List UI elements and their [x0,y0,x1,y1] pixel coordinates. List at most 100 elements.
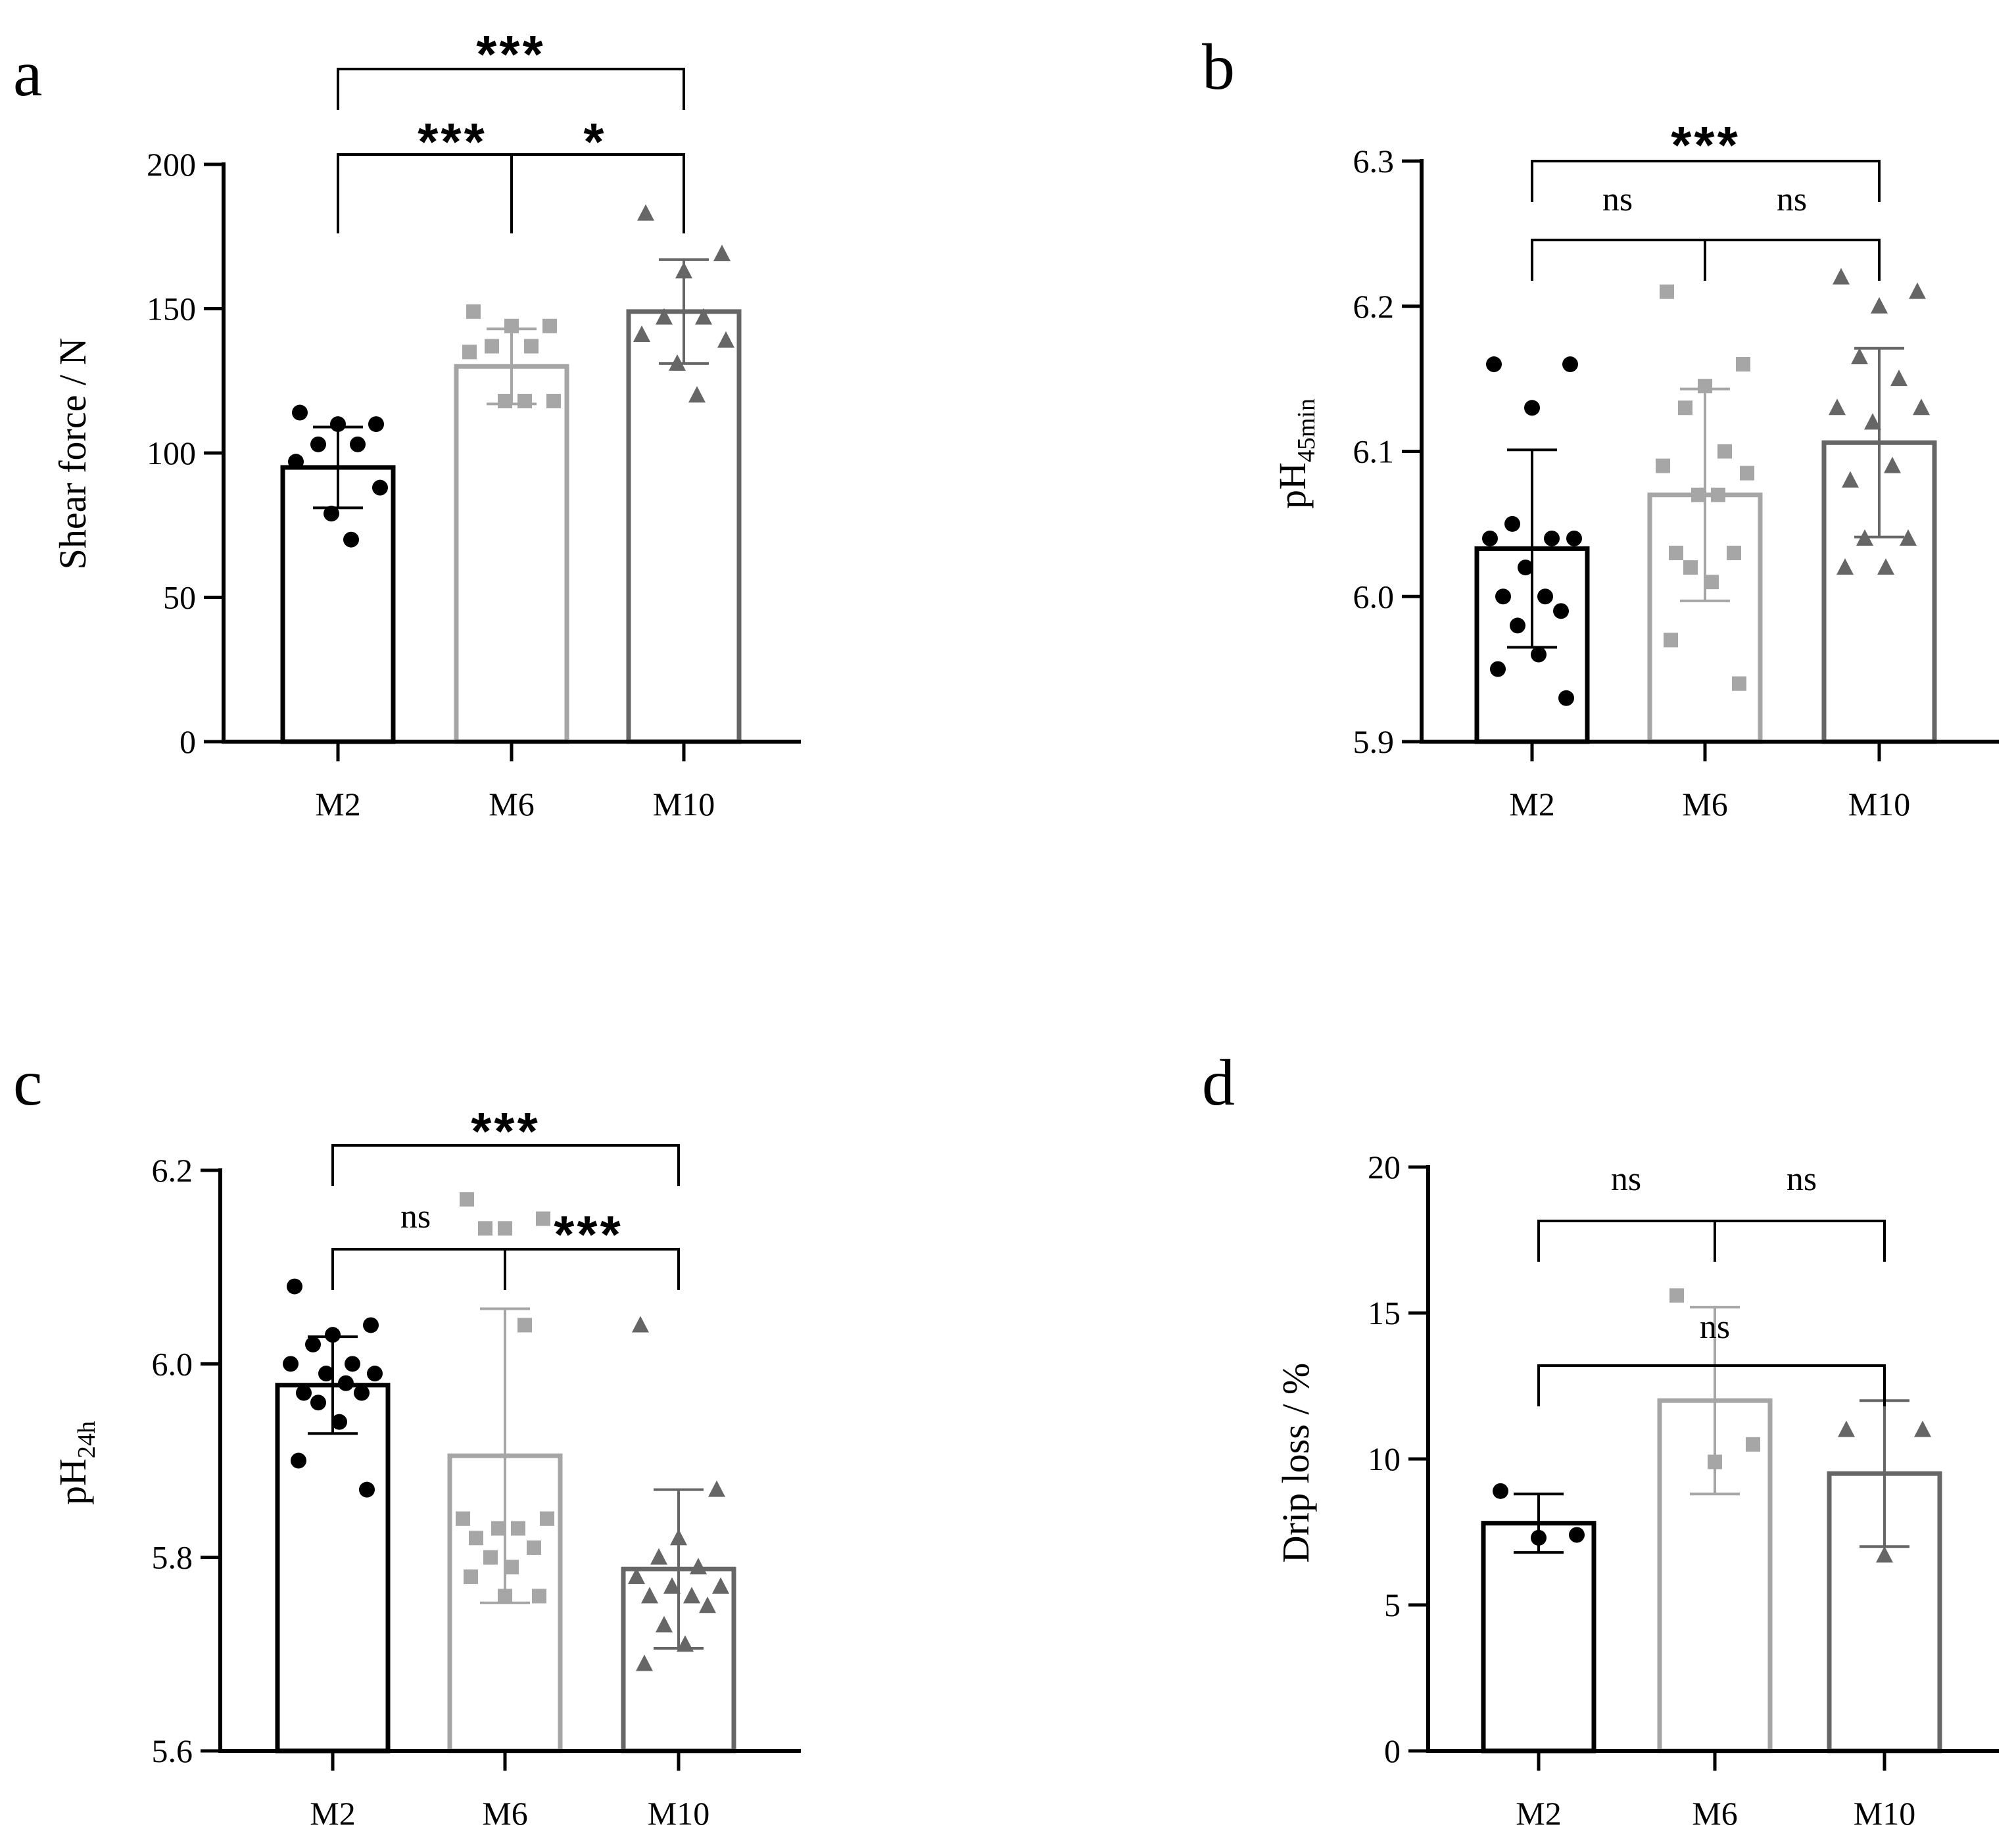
data-point-M10 [1876,1546,1893,1563]
data-point-M10 [699,1596,716,1613]
data-point-M2 [367,1366,383,1382]
data-point-M10 [670,1529,687,1546]
data-point-M2 [354,1385,370,1401]
x-tick-label: M2 [315,786,360,823]
data-point-M2 [324,506,339,522]
panel-label: b [1202,30,1235,103]
data-point-M6 [546,393,561,408]
data-point-M10 [632,1316,649,1333]
data-point-M10 [1864,413,1881,430]
x-tick-label: M10 [653,786,715,823]
data-point-M6 [456,1511,470,1526]
y-tick-label: 0 [1384,1732,1401,1769]
y-tick-label: 6.2 [1353,288,1395,325]
x-tick-label: M10 [1854,1795,1915,1832]
y-axis-label: pH45min [1271,398,1320,509]
data-point-M6 [527,1540,541,1555]
error-bar-M2 [1507,448,1557,649]
data-point-M6 [504,1560,519,1575]
y-tick-label: 150 [147,291,196,327]
data-point-M10 [1838,1420,1855,1437]
data-point-M6 [485,339,499,354]
data-point-M2 [291,1452,306,1469]
data-point-M6 [1664,633,1678,648]
data-point-M6 [1740,466,1754,481]
bracket-pair [1537,1364,1886,1406]
data-point-M6 [1669,1288,1684,1303]
data-point-M10 [695,308,712,325]
data-point-M10 [1913,398,1930,416]
data-point-M2 [350,436,366,452]
data-point-M6 [1704,575,1719,590]
significance-label: *** [1671,116,1740,174]
data-point-M6 [483,1550,498,1565]
data-point-M6 [517,393,532,408]
data-point-M10 [712,1577,729,1594]
data-point-M6 [1678,400,1692,416]
data-point-M2 [1510,617,1525,634]
data-point-M6 [1698,379,1712,394]
data-point-M2 [372,479,388,496]
data-point-M10 [656,308,673,325]
x-tick-label: M6 [482,1795,527,1832]
significance-label-left: ns [400,1198,431,1235]
x-tick-label: M6 [489,786,534,823]
data-point-M10 [717,331,734,348]
data-point-M6 [1691,487,1706,502]
significance-label-left: ns [1602,181,1633,218]
data-point-M10 [1884,456,1901,473]
x-tick-label: M10 [1848,786,1910,823]
x-tick-label: M6 [1682,786,1727,823]
bracket-fork [1537,1220,1886,1262]
significance-label-right: * [583,112,606,171]
data-point-M10 [628,1567,645,1585]
data-point-M2 [288,454,304,470]
data-point-M6 [498,393,512,408]
panel-c: c 5.6 5.8 6.0 6.2 M2 M6 M10 pH24h *** ns *** [13,1046,801,1832]
data-point-M6 [532,1588,546,1604]
y-tick-label: 100 [147,435,196,471]
data-point-M6 [1736,357,1750,372]
data-point-M10 [1856,529,1873,546]
data-point-M6 [1656,458,1670,473]
data-point-M2 [1558,690,1574,706]
data-point-M10 [1871,297,1888,314]
data-point-M6 [1669,546,1683,561]
data-point-M10 [641,1587,658,1604]
data-point-M10 [669,354,686,371]
data-point-M10 [1851,348,1868,365]
data-point-M2 [1495,588,1511,605]
data-point-M2 [331,1414,347,1430]
significance-label-left: *** [418,112,487,171]
data-point-M10 [708,1480,725,1497]
data-point-M10 [1836,558,1854,575]
data-point-M6 [491,1521,506,1536]
data-point-M2 [287,1278,302,1295]
y-tick-label: 15 [1368,1295,1401,1331]
significance-brackets [337,68,685,233]
data-point-M10 [633,325,650,343]
data-point-M10 [1890,370,1908,387]
data-point-M6 [511,1521,525,1536]
data-point-M2 [359,1481,375,1498]
data-point-M6 [1660,284,1674,299]
data-point-M2 [338,1375,354,1391]
bracket-pair [337,68,685,110]
data-point-M10 [1829,398,1846,416]
data-point-M2 [1518,560,1533,576]
x-tick-label: M10 [648,1795,709,1832]
significance-label-left: ns [1611,1160,1641,1198]
y-axis-label-main: pH [1271,462,1314,509]
data-point-M2 [296,1385,312,1401]
data-point-M6 [469,1531,483,1546]
panel-b: b 5.9 6.0 6.1 6.2 6.3 M2 M6 M10 pH45min *** ns ns [1202,30,1999,823]
data-point-M6 [536,1211,550,1226]
data-point-M10 [683,1587,700,1604]
data-point-M10 [1914,1420,1931,1437]
data-point-M10 [1900,529,1917,546]
data-point-M10 [1909,282,1926,299]
data-point-M2 [1531,646,1547,663]
panel-label: d [1202,1046,1235,1119]
data-point-M6 [524,339,539,354]
